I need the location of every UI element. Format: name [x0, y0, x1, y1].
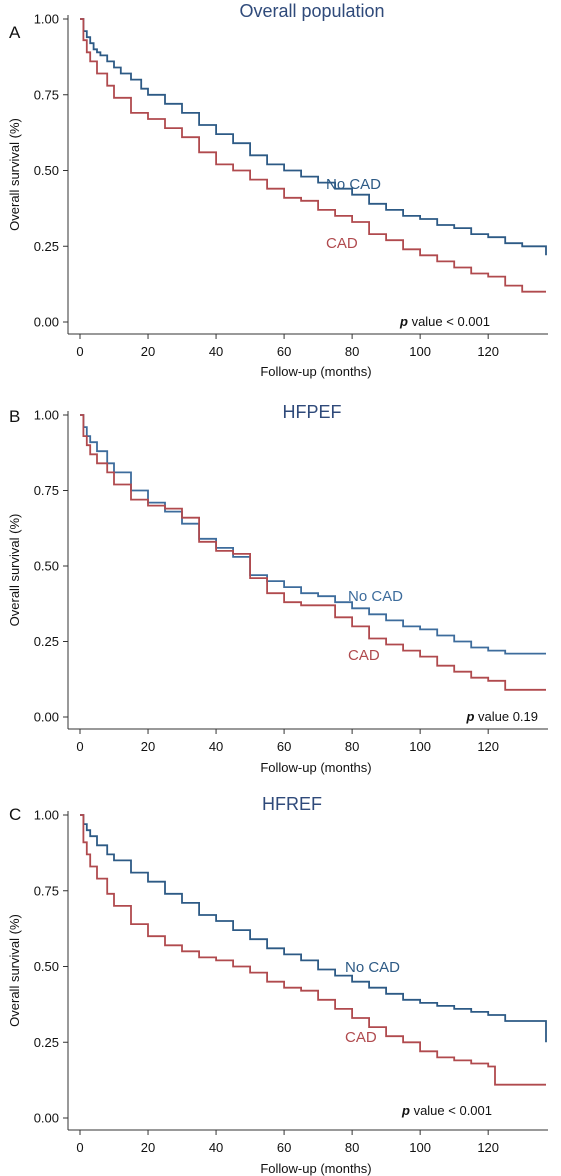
x-tick-label: 40: [209, 1140, 223, 1155]
p-value-annotation: p value < 0.001: [401, 1103, 492, 1118]
x-tick-label: 20: [141, 344, 155, 359]
x-tick-label: 0: [76, 344, 83, 359]
y-tick-label: 1.00: [34, 12, 59, 27]
x-axis-label: Follow-up (months): [260, 364, 371, 379]
series-line-cad: [80, 18, 546, 293]
y-tick-label: 0.25: [34, 634, 59, 649]
y-tick-label: 1.00: [34, 408, 59, 423]
p-value-text: value < 0.001: [410, 1103, 492, 1118]
x-tick-label: 20: [141, 1140, 155, 1155]
y-tick-label: 0.25: [34, 239, 59, 254]
y-tick-label: 0.25: [34, 1035, 59, 1050]
y-axis-label: Overall survival (%): [7, 118, 22, 231]
x-axis-label: Follow-up (months): [260, 1161, 371, 1176]
y-tick-label: 0.75: [34, 483, 59, 498]
p-value-symbol: p: [399, 314, 408, 329]
y-axis-label: Overall survival (%): [7, 514, 22, 627]
x-tick-label: 20: [141, 739, 155, 754]
panel-hfref: 0.00 0.25 0.50 0.75 1.00 0 20 40 60 80 100 120 Follo…: [7, 794, 548, 1176]
y-tick-label: 0.75: [34, 87, 59, 102]
y-tick-label: 0.50: [34, 559, 59, 574]
p-value-annotation: p value 0.19: [465, 709, 538, 724]
series-line-no-cad: [80, 414, 546, 655]
x-tick-label: 60: [277, 1140, 291, 1155]
p-value-symbol: p: [465, 709, 474, 724]
y-tick-label: 1.00: [34, 808, 59, 823]
x-tick-label: 100: [409, 739, 431, 754]
x-tick-label: 40: [209, 344, 223, 359]
chart-title: HFPEF: [282, 402, 341, 422]
series-label-no-cad: No CAD: [348, 588, 403, 605]
x-tick-label: 60: [277, 344, 291, 359]
series-label-cad: CAD: [345, 1029, 377, 1046]
series-line-cad: [80, 414, 546, 691]
p-value-text: value 0.19: [474, 709, 538, 724]
series-label-cad: CAD: [326, 235, 358, 252]
series-label-cad: CAD: [348, 647, 380, 664]
panel-hfpef: 0.00 0.25 0.50 0.75 1.00 0 20 40 60 80 100 120 Follo…: [7, 402, 548, 775]
series-label-no-cad: No CAD: [345, 959, 400, 976]
p-value-text: value < 0.001: [408, 314, 490, 329]
x-tick-label: 100: [409, 344, 431, 359]
x-tick-label: 120: [477, 739, 499, 754]
p-value-symbol: p: [401, 1103, 410, 1118]
x-tick-label: 100: [409, 1140, 431, 1155]
panel-overall-population: 0.00 0.25 0.50 0.75 1.00 0 20 40 60 80 100 120 Follo…: [7, 1, 548, 379]
y-axis-label: Overall survival (%): [7, 914, 22, 1027]
series-line-no-cad: [80, 814, 547, 1043]
panel-letter: C: [9, 805, 21, 824]
x-tick-label: 80: [345, 739, 359, 754]
series-label-no-cad: No CAD: [326, 176, 381, 193]
chart-title: Overall population: [239, 1, 384, 21]
y-tick-label: 0.00: [34, 710, 59, 725]
x-axis-label: Follow-up (months): [260, 760, 371, 775]
y-tick-label: 0.75: [34, 883, 59, 898]
p-value-annotation: p value < 0.001: [399, 314, 490, 329]
series-line-no-cad: [80, 18, 547, 256]
x-tick-label: 40: [209, 739, 223, 754]
y-tick-label: 0.00: [34, 315, 59, 330]
x-tick-label: 60: [277, 739, 291, 754]
x-tick-label: 80: [345, 344, 359, 359]
y-tick-label: 0.50: [34, 959, 59, 974]
x-tick-label: 80: [345, 1140, 359, 1155]
x-tick-label: 0: [76, 739, 83, 754]
x-tick-label: 120: [477, 1140, 499, 1155]
panel-letter: A: [9, 23, 21, 42]
y-tick-label: 0.50: [34, 163, 59, 178]
panel-letter: B: [9, 407, 20, 426]
x-tick-label: 120: [477, 344, 499, 359]
y-tick-label: 0.00: [34, 1111, 59, 1126]
chart-title: HFREF: [262, 794, 322, 814]
series-line-cad: [80, 814, 546, 1086]
x-tick-label: 0: [76, 1140, 83, 1155]
